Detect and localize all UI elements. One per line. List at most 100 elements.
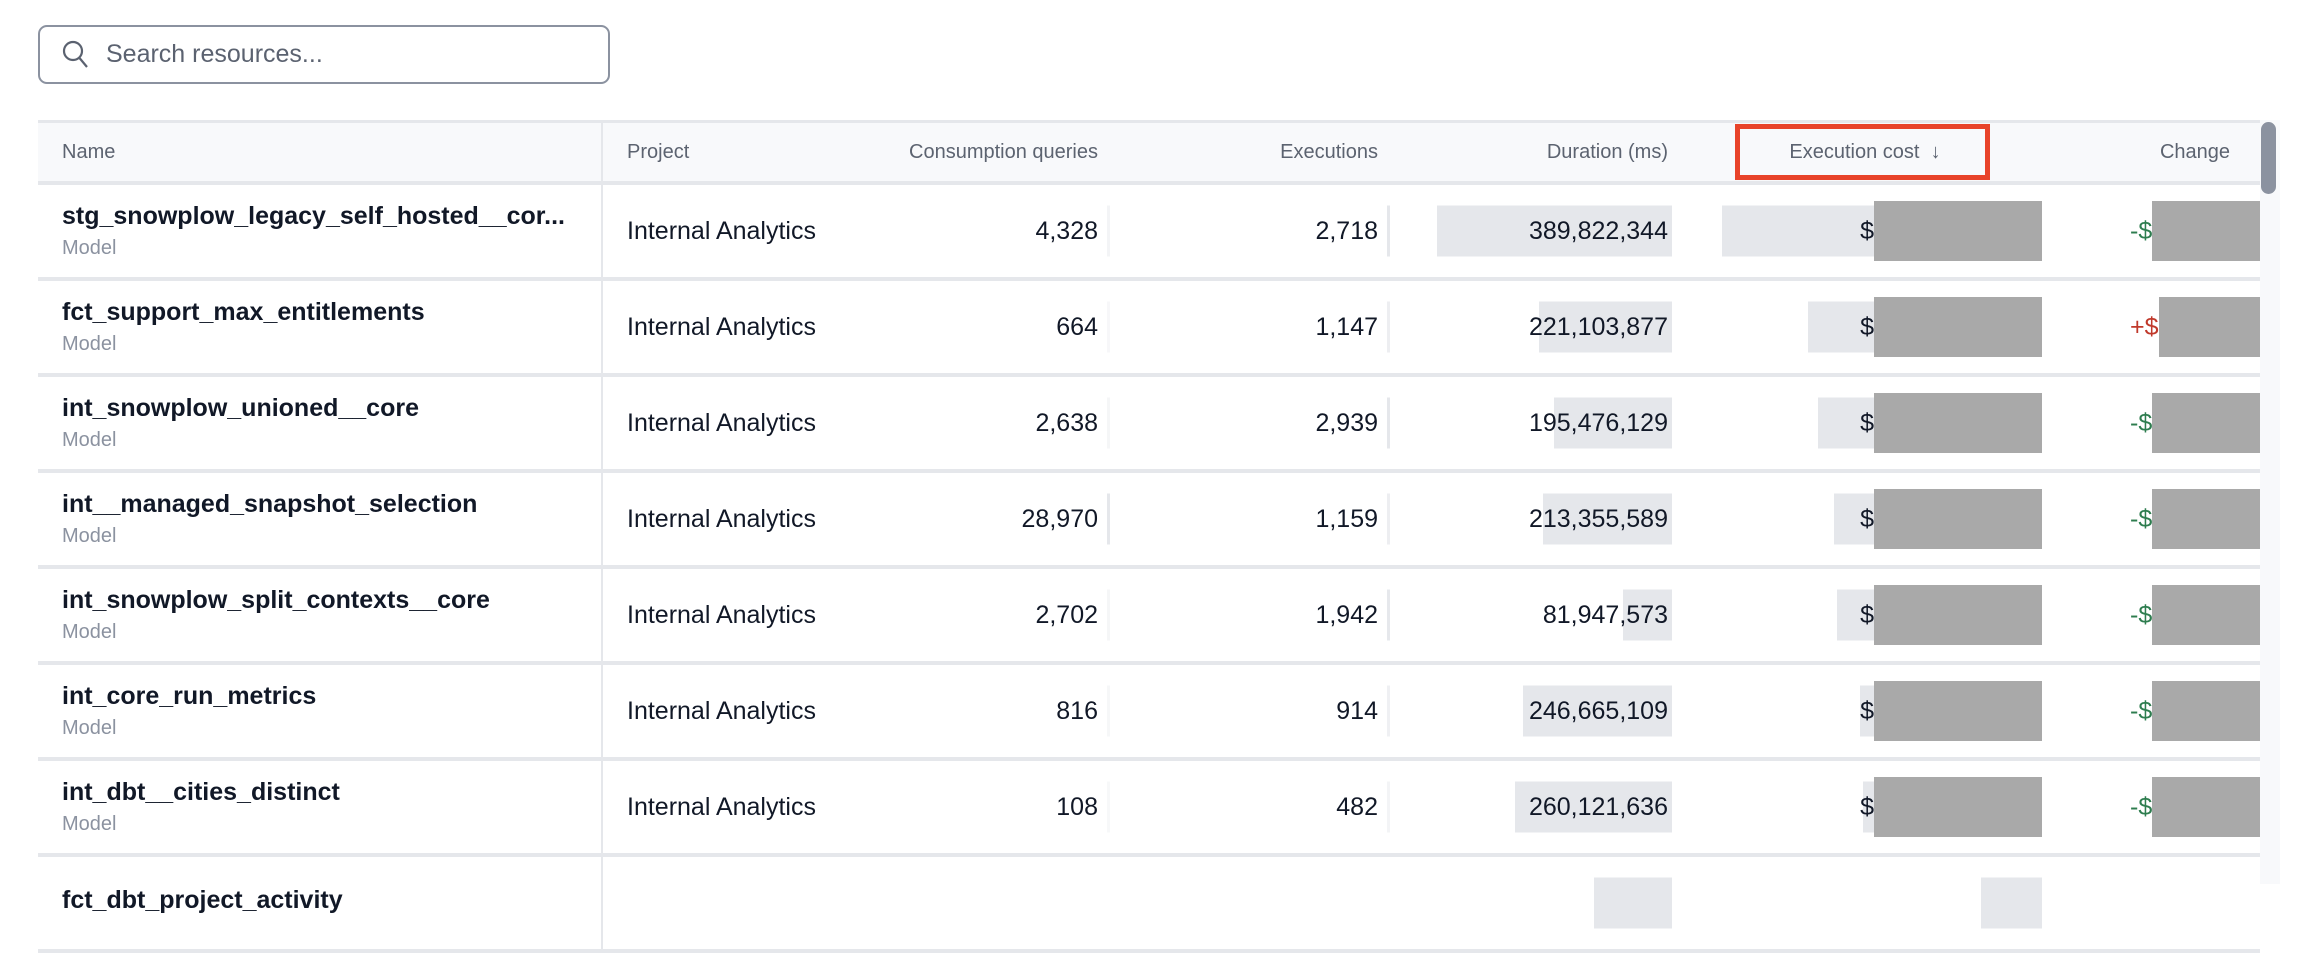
header-duration-label: Duration (ms): [1546, 140, 1668, 163]
resource-type: Model: [62, 237, 117, 259]
table-row[interactable]: fct_dbt_project_activity: [38, 857, 2260, 953]
table-row[interactable]: fct_support_max_entitlements Model Inter…: [38, 281, 2260, 377]
name-cell[interactable]: stg_snowplow_legacy_self_hosted__cor... …: [38, 185, 603, 277]
consumption-value: 816: [1056, 696, 1098, 725]
name-cell[interactable]: fct_dbt_project_activity: [38, 857, 603, 949]
consumption-cell: 664: [870, 281, 1110, 373]
duration-cell: 221,103,877: [1390, 281, 1680, 373]
duration-value: 195,476,129: [1528, 408, 1668, 437]
project-name: Internal Analytics: [627, 504, 816, 533]
resource-name[interactable]: stg_snowplow_legacy_self_hosted__cor...: [62, 202, 565, 230]
executions-value: 914: [1336, 696, 1378, 725]
cost-currency: $: [1860, 600, 1874, 629]
resource-name[interactable]: int_snowplow_split_contexts__core: [62, 586, 490, 614]
header-name[interactable]: Name: [38, 123, 603, 181]
change-prefix: -$: [2130, 504, 2153, 533]
execution-cost-cell: [1680, 857, 2050, 949]
header-change-label: Change: [2159, 140, 2230, 163]
duration-bar: [1594, 877, 1672, 929]
redacted-change: [2152, 777, 2260, 837]
scrollbar-thumb[interactable]: [2261, 122, 2276, 194]
name-cell[interactable]: int_snowplow_split_contexts__core Model: [38, 569, 603, 661]
table-row[interactable]: int_snowplow_split_contexts__core Model …: [38, 569, 2260, 665]
resource-name[interactable]: fct_support_max_entitlements: [62, 298, 425, 326]
project-cell: [603, 857, 870, 949]
executions-value: 2,939: [1315, 408, 1378, 437]
execution-cost-cell: $: [1680, 473, 2050, 565]
search-input[interactable]: [104, 39, 568, 70]
change-cell: -$: [2050, 377, 2260, 469]
redacted-change: [2152, 489, 2260, 549]
consumption-cell: 108: [870, 761, 1110, 853]
executions-value: 1,942: [1315, 600, 1378, 629]
execution-cost-cell: $: [1680, 761, 2050, 853]
duration-bar: [1554, 397, 1672, 449]
name-cell[interactable]: int_snowplow_unioned__core Model: [38, 377, 603, 469]
executions-value: 2,718: [1315, 216, 1378, 245]
redacted-change: [2152, 585, 2260, 645]
redacted-cost: [1874, 585, 2042, 645]
table-row[interactable]: int_core_run_metrics Model Internal Anal…: [38, 665, 2260, 761]
redacted-change: [2152, 201, 2260, 261]
header-project[interactable]: Project: [603, 123, 870, 181]
resource-name[interactable]: int_snowplow_unioned__core: [62, 394, 419, 422]
duration-value: 213,355,589: [1528, 504, 1668, 533]
change-cell: +$: [2050, 281, 2260, 373]
table-row[interactable]: int__managed_snapshot_selection Model In…: [38, 473, 2260, 569]
change-cell: -$: [2050, 569, 2260, 661]
consumption-cell: 4,328: [870, 185, 1110, 277]
consumption-cell: 816: [870, 665, 1110, 757]
name-cell[interactable]: int__managed_snapshot_selection Model: [38, 473, 603, 565]
scrollbar-track[interactable]: [2260, 120, 2280, 884]
name-cell[interactable]: int_core_run_metrics Model: [38, 665, 603, 757]
header-duration[interactable]: Duration (ms): [1390, 123, 1680, 181]
duration-cell: 389,822,344: [1390, 185, 1680, 277]
header-executions[interactable]: Executions: [1110, 123, 1390, 181]
resource-type: Model: [62, 525, 117, 547]
header-change[interactable]: Change: [2050, 123, 2260, 181]
executions-bar: [1387, 493, 1390, 545]
execution-cost-cell: $: [1680, 185, 2050, 277]
cost-currency: $: [1860, 504, 1874, 533]
table-row[interactable]: int_dbt__cities_distinct Model Internal …: [38, 761, 2260, 857]
search-icon: [62, 40, 88, 68]
resource-name[interactable]: int_dbt__cities_distinct: [62, 778, 340, 806]
project-name: Internal Analytics: [627, 216, 816, 245]
project-cell: Internal Analytics: [603, 185, 870, 277]
duration-value: 221,103,877: [1528, 312, 1668, 341]
change-cell: -$: [2050, 185, 2260, 277]
table-row[interactable]: int_snowplow_unioned__core Model Interna…: [38, 377, 2260, 473]
consumption-value: 664: [1056, 312, 1098, 341]
consumption-value: 2,702: [1035, 600, 1098, 629]
name-cell[interactable]: fct_support_max_entitlements Model: [38, 281, 603, 373]
resource-name[interactable]: int_core_run_metrics: [62, 682, 317, 710]
table-row[interactable]: stg_snowplow_legacy_self_hosted__cor... …: [38, 185, 2260, 281]
table-body: stg_snowplow_legacy_self_hosted__cor... …: [38, 185, 2260, 953]
change-prefix: -$: [2130, 696, 2153, 725]
resource-name[interactable]: fct_dbt_project_activity: [62, 885, 343, 914]
change-prefix: -$: [2130, 216, 2153, 245]
resources-table: Name Project Consumption queries Executi…: [38, 120, 2260, 953]
duration-value: 246,665,109: [1528, 696, 1668, 725]
change-prefix: -$: [2130, 408, 2153, 437]
header-name-label: Name: [62, 140, 116, 163]
resource-type: Model: [62, 621, 117, 643]
executions-bar: [1387, 397, 1390, 449]
duration-bar: [1543, 493, 1672, 545]
change-prefix: +$: [2130, 312, 2159, 341]
resource-name[interactable]: int__managed_snapshot_selection: [62, 490, 478, 518]
name-cell[interactable]: int_dbt__cities_distinct Model: [38, 761, 603, 853]
search-input-container[interactable]: [38, 25, 610, 84]
redacted-cost: [1874, 489, 2042, 549]
consumption-bar: [1107, 781, 1110, 833]
duration-bar: [1523, 685, 1672, 737]
executions-cell: 1,942: [1110, 569, 1390, 661]
table-header: Name Project Consumption queries Executi…: [38, 120, 2260, 185]
header-consumption[interactable]: Consumption queries: [870, 123, 1110, 181]
header-execution-cost[interactable]: Execution cost ↓: [1680, 123, 2050, 181]
duration-value: 389,822,344: [1528, 216, 1668, 245]
duration-bar: [1515, 781, 1672, 833]
consumption-bar: [1107, 685, 1110, 737]
executions-cell: [1110, 857, 1390, 949]
project-cell: Internal Analytics: [603, 665, 870, 757]
